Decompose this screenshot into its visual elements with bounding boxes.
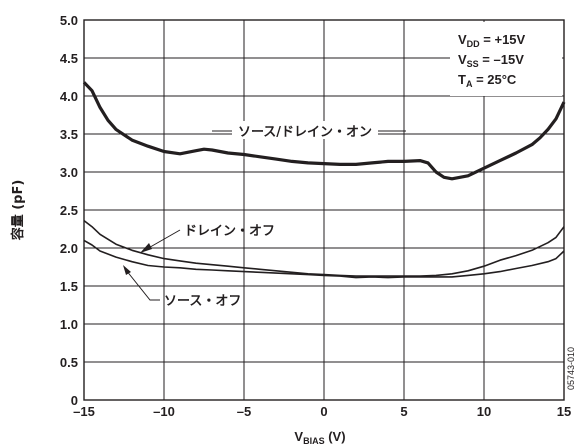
y-tick-label: 2.0	[60, 241, 78, 256]
x-axis-title: VBIAS (V)	[294, 429, 345, 446]
y-tick-label: 0.5	[60, 355, 78, 370]
curves	[82, 81, 566, 279]
y-tick-label: 4.5	[60, 51, 78, 66]
x-tick-label: 5	[400, 404, 407, 419]
x-tick-label: 0	[320, 404, 327, 419]
x-tick-label: 15	[557, 404, 571, 419]
annotation-drain-off: ドレイン・オフ	[140, 224, 275, 253]
x-tick-label: –10	[153, 404, 175, 419]
vss-condition: VSS = –15V	[458, 52, 524, 69]
label-drain-off: ドレイン・オフ	[184, 224, 275, 239]
y-tick-label: 1.5	[60, 279, 78, 294]
x-tick-label: –5	[237, 404, 251, 419]
y-tick-label: 5.0	[60, 13, 78, 28]
annotation-source-drain-on: ソース/ドレイン・オン	[212, 121, 406, 140]
series-source-off	[83, 239, 565, 279]
y-tick-label: 4.0	[60, 89, 78, 104]
y-tick-label: 0	[71, 393, 78, 408]
label-source-drain-on: ソース/ドレイン・オン	[238, 125, 372, 140]
x-tick-label: –15	[73, 404, 95, 419]
x-tick-label: 10	[477, 404, 491, 419]
y-axis-title: 容量 (pF)	[10, 180, 26, 242]
y-tick-labels: 0 0.5 1.0 1.5 2.0 2.5 3.0 3.5 4.0 4.5 5.0	[60, 13, 78, 408]
y-tick-label: 1.0	[60, 317, 78, 332]
y-tick-label: 2.5	[60, 203, 78, 218]
test-conditions: VDD = +15V VSS = –15V TA = 25°C	[450, 22, 562, 96]
y-tick-label: 3.0	[60, 165, 78, 180]
figure-id: 05743-010	[566, 347, 576, 390]
annotation-source-off: ソース・オフ	[123, 265, 241, 309]
label-source-off: ソース・オフ	[164, 294, 241, 309]
y-tick-label: 3.5	[60, 127, 78, 142]
plot-frame	[83, 19, 565, 401]
vdd-condition: VDD = +15V	[458, 32, 526, 49]
series-source-drain-on	[82, 81, 566, 181]
temperature-condition: TA = 25°C	[458, 72, 517, 89]
x-tick-labels: –15 –10 –5 0 5 10 15	[73, 404, 571, 419]
